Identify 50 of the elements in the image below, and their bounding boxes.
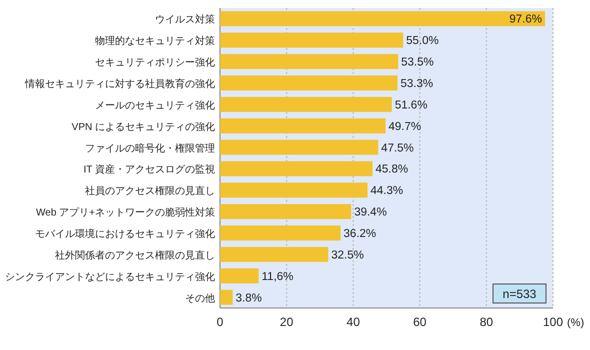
y-tick-label: その他 bbox=[185, 292, 215, 304]
bar bbox=[220, 32, 404, 48]
bar bbox=[220, 204, 352, 220]
bar bbox=[220, 54, 398, 70]
y-tick-label: セキュリティポリシー強化 bbox=[95, 56, 215, 69]
y-tick-label: 情報セキュリティに対する社員教育の強化 bbox=[24, 78, 215, 90]
bar bbox=[220, 140, 378, 155]
y-tick-label: ウイルス対策 bbox=[155, 14, 215, 26]
annotation: n=533 bbox=[502, 287, 537, 301]
x-tick-label: 100 bbox=[542, 315, 564, 329]
bar bbox=[220, 246, 328, 262]
bar bbox=[220, 226, 341, 240]
bar bbox=[220, 161, 373, 176]
y-tick-label: VPN によるセキュリティの強化 bbox=[72, 120, 215, 133]
data-label: 47.5% bbox=[381, 142, 414, 154]
data-label: 53.5% bbox=[401, 56, 434, 69]
bar bbox=[220, 11, 546, 26]
x-tick-label: 0 bbox=[216, 315, 224, 329]
y-tick-label: Web アプリ+ネットワークの脆弱性対策 bbox=[36, 206, 215, 219]
data-label: 39.4% bbox=[354, 206, 387, 219]
y-tick-label: 物理的なセキュリティ対策 bbox=[95, 35, 215, 48]
bar bbox=[220, 76, 398, 90]
data-label: 51.6% bbox=[394, 99, 428, 112]
bar bbox=[220, 268, 259, 284]
bar bbox=[220, 118, 386, 134]
y-tick-label: モバイル環境におけるセキュリティ強化 bbox=[35, 228, 215, 240]
data-label: 97.6% bbox=[509, 14, 542, 26]
y-tick-label: 社員のアクセス権限の見直し bbox=[85, 185, 215, 198]
data-label: 44.3% bbox=[370, 185, 404, 198]
y-tick-label: ファイルの暗号化・権限管理 bbox=[85, 142, 215, 154]
x-tick-label: 80 bbox=[480, 315, 494, 329]
x-tick-label: 60 bbox=[413, 315, 427, 329]
y-tick-label: 社外関係者のアクセス権限の見直し bbox=[55, 249, 215, 262]
data-label: 49.7% bbox=[388, 120, 422, 133]
data-label: 45.8% bbox=[376, 164, 408, 176]
y-tick-label: シンクライアントなどによるセキュリティ強化 bbox=[5, 270, 215, 283]
data-label: 32.5% bbox=[331, 249, 364, 262]
y-tick-label: メールのセキュリティ強化 bbox=[95, 99, 215, 112]
data-label: 3.8% bbox=[236, 292, 262, 304]
data-label: 55.0% bbox=[406, 35, 439, 48]
data-label: 53.3% bbox=[400, 78, 434, 90]
x-tick-label: 40 bbox=[346, 315, 360, 329]
data-label: 11,6% bbox=[262, 270, 294, 283]
bar bbox=[220, 290, 233, 305]
data-label: 36.2% bbox=[344, 228, 376, 240]
y-tick-label: IT 資産・アクセスログの監視 bbox=[84, 164, 215, 176]
bar bbox=[220, 182, 368, 198]
x-tick-label: 20 bbox=[280, 315, 294, 329]
x-axis-title: (%) bbox=[567, 317, 584, 329]
bar bbox=[220, 96, 392, 112]
